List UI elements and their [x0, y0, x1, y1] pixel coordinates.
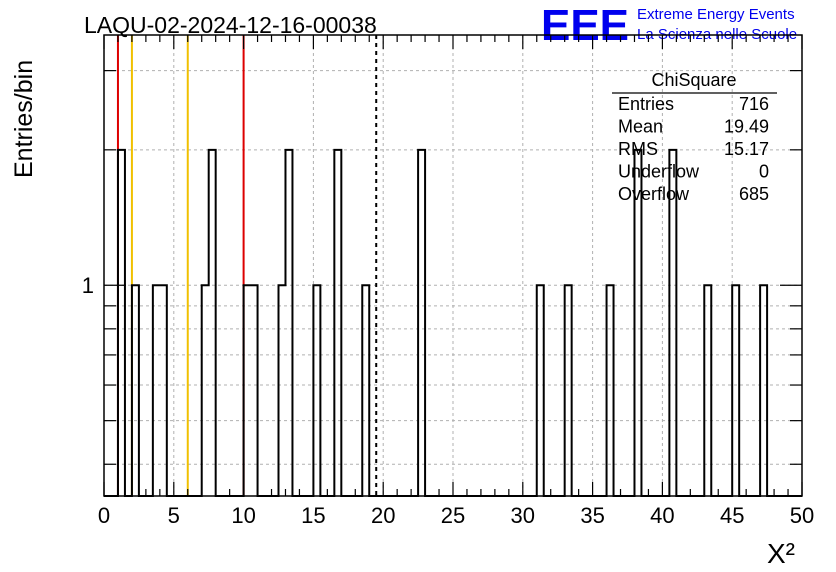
histogram-bin — [118, 150, 125, 496]
y-tick-label: 1 — [82, 273, 94, 298]
axes: 0 5 10 15 20 25 30 35 40 45 50 1 — [82, 34, 814, 528]
logo-line-1: Extreme Energy Events — [637, 6, 795, 23]
histogram-bin — [418, 150, 425, 496]
histogram-bin — [209, 150, 216, 496]
stats-value: 15.17 — [724, 139, 769, 159]
x-tick-label: 35 — [580, 503, 604, 528]
grid — [104, 35, 802, 496]
stats-value: 19.49 — [724, 117, 769, 137]
x-tick-label: 30 — [511, 503, 535, 528]
y-axis-label: Entries/bin — [10, 60, 38, 178]
stats-title: ChiSquare — [651, 70, 736, 90]
histogram-bin — [285, 150, 292, 496]
x-tick-label: 45 — [720, 503, 744, 528]
stats-label: Entries — [618, 94, 674, 114]
x-tick-label: 25 — [441, 503, 465, 528]
stats-label: Mean — [618, 117, 663, 137]
eee-logo: EEE — [541, 1, 629, 50]
x-tick-label: 15 — [301, 503, 325, 528]
reference-lines — [116, 35, 378, 496]
stats-value: 716 — [739, 94, 769, 114]
x-tick-label: 5 — [168, 503, 180, 528]
x-tick-label: 10 — [231, 503, 255, 528]
stats-label: Underflow — [618, 162, 700, 182]
x-tick-label: 0 — [98, 503, 110, 528]
x-tick-label: 50 — [790, 503, 814, 528]
x-tick-label: 40 — [650, 503, 674, 528]
stats-box: ChiSquare Entries 716 Mean 19.49 RMS 15.17 Und… — [612, 70, 777, 204]
histogram-bin — [334, 150, 341, 496]
stats-label: Overflow — [618, 184, 690, 204]
x-tick-label: 20 — [371, 503, 395, 528]
stats-label: RMS — [618, 139, 658, 159]
x-axis-label: X² — [767, 538, 795, 569]
stats-value: 0 — [759, 162, 769, 182]
stats-value: 685 — [739, 184, 769, 204]
run-title: LAQU-02-2024-12-16-00038 — [84, 12, 377, 38]
